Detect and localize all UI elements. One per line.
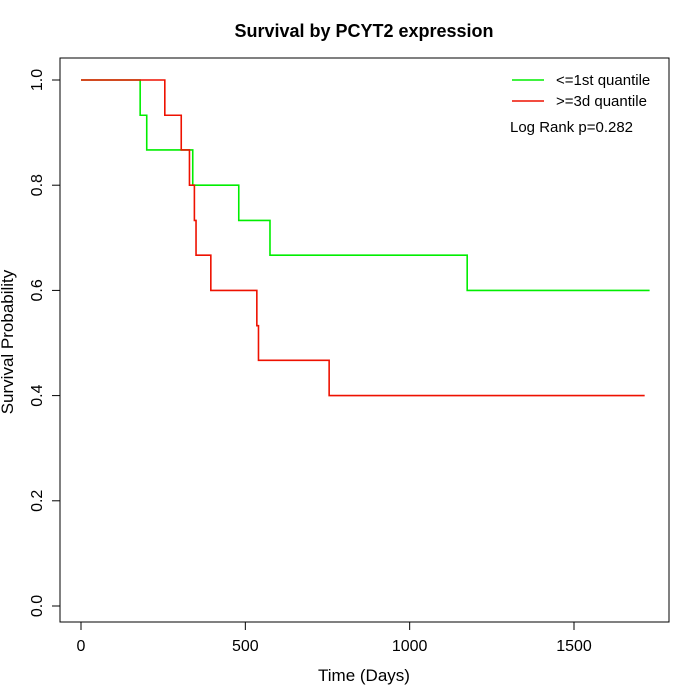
y-tick-label: 0.6 <box>29 279 46 301</box>
log-rank-annotation: Log Rank p=0.282 <box>510 119 633 136</box>
x-tick-label: 1500 <box>556 638 592 655</box>
y-axis: 0.0 0.2 0.4 0.6 0.8 1.0 <box>29 69 61 617</box>
series-line-1 <box>81 79 650 292</box>
x-tick-label: 500 <box>232 638 259 655</box>
x-tick-label: 1000 <box>392 638 428 655</box>
legend-label-1: <=1st quantile <box>556 72 650 89</box>
y-tick-label: 0.0 <box>29 595 46 617</box>
y-tick-label: 0.2 <box>29 490 46 512</box>
legend: <=1st quantile >=3d quantile <box>512 72 650 110</box>
x-axis: 0 500 1000 1500 <box>77 621 592 655</box>
y-tick-label: 0.4 <box>29 384 46 406</box>
y-tick-label: 0.8 <box>29 174 46 196</box>
y-axis-label: Survival Probability <box>0 269 17 414</box>
series-line-2 <box>81 79 645 397</box>
x-tick-label: 0 <box>77 638 86 655</box>
y-tick-label: 1.0 <box>29 69 46 91</box>
legend-label-2: >=3d quantile <box>556 93 647 110</box>
chart-title: Survival by PCYT2 expression <box>234 21 493 41</box>
x-axis-label: Time (Days) <box>318 666 410 685</box>
series-layer <box>81 79 650 397</box>
